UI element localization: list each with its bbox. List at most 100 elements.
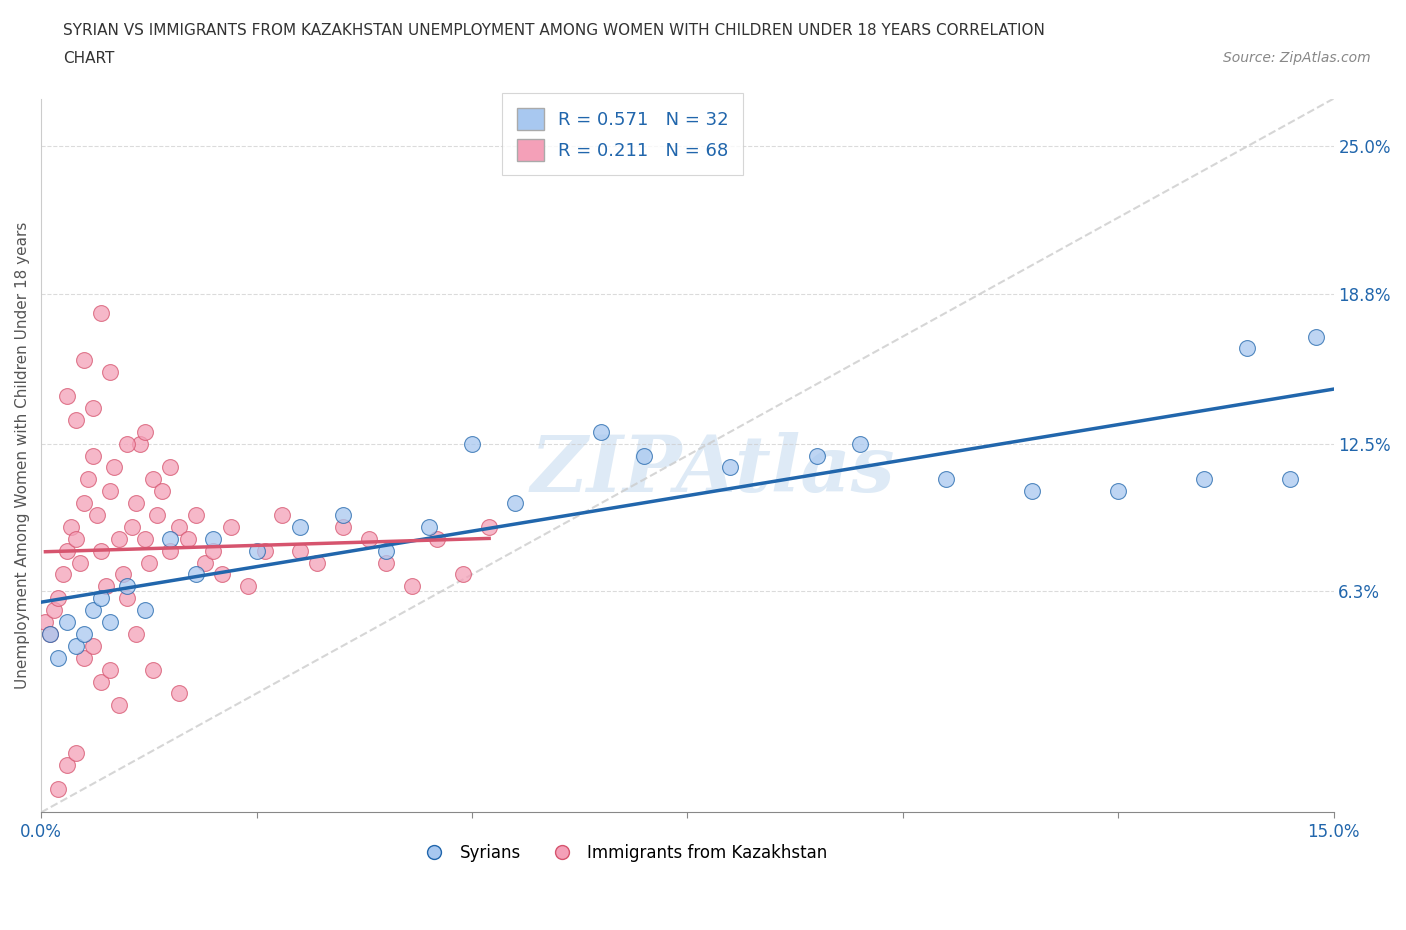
Point: [332, 520, 354, 535]
Point: [46, 781, 69, 796]
Point: [56, 389, 79, 404]
Point: [426, 531, 449, 546]
Point: [134, 603, 156, 618]
Point: [1236, 341, 1258, 356]
Point: [82, 401, 104, 416]
Point: [73, 650, 96, 665]
Point: [478, 520, 501, 535]
Point: [90, 674, 112, 689]
Point: [56, 757, 79, 772]
Point: [56, 615, 79, 630]
Text: Source: ZipAtlas.com: Source: ZipAtlas.com: [1223, 51, 1371, 65]
Point: [167, 520, 190, 535]
Point: [134, 424, 156, 439]
Point: [94, 579, 117, 594]
Point: [46, 650, 69, 665]
Point: [236, 579, 259, 594]
Point: [305, 555, 328, 570]
Point: [194, 555, 217, 570]
Point: [98, 662, 121, 677]
Point: [138, 555, 160, 570]
Point: [103, 460, 125, 475]
Point: [1279, 472, 1302, 486]
Point: [1021, 484, 1043, 498]
Point: [202, 543, 225, 558]
Point: [202, 531, 225, 546]
Point: [34, 615, 56, 630]
Point: [146, 508, 169, 523]
Point: [503, 496, 526, 511]
Point: [121, 520, 143, 535]
Point: [357, 531, 380, 546]
Point: [111, 567, 134, 582]
Point: [1305, 329, 1327, 344]
Point: [38, 627, 60, 642]
Point: [374, 555, 396, 570]
Point: [107, 531, 129, 546]
Text: ZIPAtlas: ZIPAtlas: [531, 432, 896, 508]
Point: [245, 543, 267, 558]
Point: [73, 353, 96, 368]
Text: SYRIAN VS IMMIGRANTS FROM KAZAKHSTAN UNEMPLOYMENT AMONG WOMEN WITH CHILDREN UNDE: SYRIAN VS IMMIGRANTS FROM KAZAKHSTAN UNE…: [63, 23, 1045, 38]
Point: [98, 615, 121, 630]
Point: [90, 305, 112, 320]
Point: [159, 531, 181, 546]
Point: [186, 508, 208, 523]
Point: [107, 698, 129, 712]
Point: [125, 627, 148, 642]
Point: [254, 543, 277, 558]
Point: [129, 436, 152, 451]
Point: [82, 448, 104, 463]
Point: [1107, 484, 1129, 498]
Point: [271, 508, 294, 523]
Point: [125, 496, 148, 511]
Point: [38, 627, 60, 642]
Point: [117, 579, 139, 594]
Point: [98, 365, 121, 379]
Point: [77, 472, 100, 486]
Point: [1194, 472, 1216, 486]
Point: [65, 746, 87, 761]
Point: [60, 520, 83, 535]
Y-axis label: Unemployment Among Women with Children Under 18 years: Unemployment Among Women with Children U…: [15, 222, 30, 689]
Point: [633, 448, 655, 463]
Point: [117, 436, 139, 451]
Point: [82, 638, 104, 653]
Legend: Syrians, Immigrants from Kazakhstan: Syrians, Immigrants from Kazakhstan: [411, 837, 834, 869]
Point: [65, 412, 87, 427]
Point: [42, 603, 65, 618]
Point: [69, 555, 91, 570]
Point: [167, 686, 190, 701]
Point: [461, 436, 484, 451]
Point: [401, 579, 423, 594]
Point: [848, 436, 870, 451]
Point: [186, 567, 208, 582]
Point: [65, 638, 87, 653]
Point: [142, 472, 165, 486]
Point: [86, 508, 108, 523]
Point: [82, 603, 104, 618]
Point: [219, 520, 242, 535]
Point: [718, 460, 741, 475]
Point: [52, 567, 75, 582]
Point: [418, 520, 440, 535]
Point: [90, 591, 112, 605]
Point: [288, 543, 311, 558]
Point: [65, 531, 87, 546]
Point: [150, 484, 173, 498]
Point: [374, 543, 396, 558]
Point: [806, 448, 828, 463]
Point: [117, 591, 139, 605]
Point: [73, 627, 96, 642]
Point: [56, 543, 79, 558]
Point: [591, 424, 613, 439]
Point: [453, 567, 475, 582]
Point: [332, 508, 354, 523]
Point: [73, 496, 96, 511]
Text: CHART: CHART: [63, 51, 115, 66]
Point: [46, 591, 69, 605]
Point: [98, 484, 121, 498]
Point: [90, 543, 112, 558]
Point: [134, 531, 156, 546]
Point: [288, 520, 311, 535]
